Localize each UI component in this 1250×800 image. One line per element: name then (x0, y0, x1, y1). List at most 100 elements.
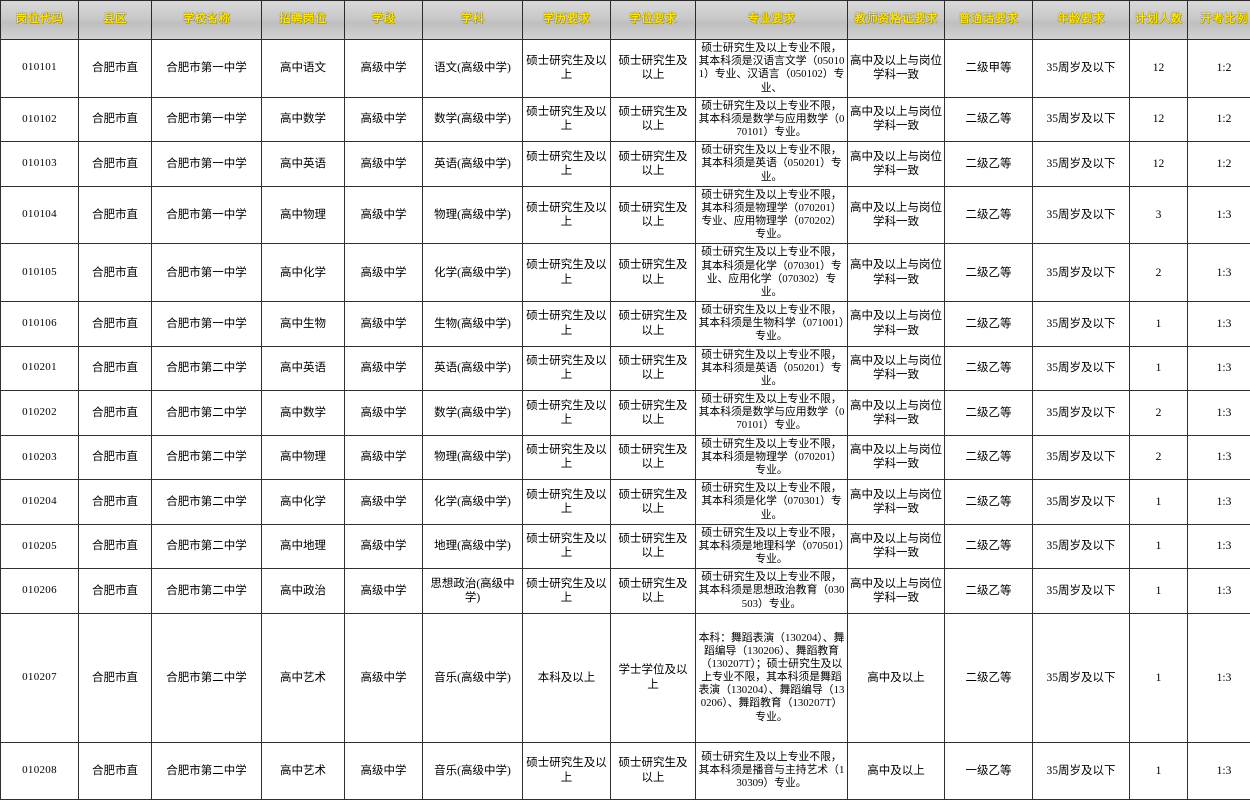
cell-subject: 化学(高级中学) (422, 479, 523, 525)
cell-position-code: 010202 (0, 390, 79, 436)
cell-district: 合肥市直 (78, 612, 152, 743)
table-row[interactable]: 010102 合肥市直 合肥市第一中学 高中数学 高级中学 数学(高级中学) 硕士研究生及以… (0, 96, 1250, 143)
cell-education-requirement: 硕士研究生及以上 (522, 345, 611, 392)
column-header-position-code[interactable]: 岗位代码 (0, 0, 79, 40)
cell-position-code: 010205 (0, 523, 79, 570)
cell-certificate-requirement: 高中及以上与岗位学科一致 (847, 434, 945, 481)
column-header-recruit-position[interactable]: 招聘岗位 (261, 0, 345, 40)
cell-certificate-requirement: 高中及以上与岗位学科一致 (847, 523, 945, 570)
cell-position-code: 010104 (0, 185, 79, 245)
cell-position-code: 010207 (0, 612, 79, 743)
column-header-teacher-certificate-requirement[interactable]: 教师资格证要求 (847, 0, 945, 40)
table-row[interactable]: 010201 合肥市直 合肥市第二中学 高中英语 高级中学 英语(高级中学) 硕士研究生及以… (0, 345, 1250, 392)
column-header-mandarin-requirement[interactable]: 普通话要求 (944, 0, 1033, 40)
cell-major-requirement: 硕士研究生及以上专业不限，其本科须是英语（050201）专业。 (695, 345, 848, 392)
column-header-subject[interactable]: 学科 (422, 0, 523, 40)
cell-school-stage: 高级中学 (344, 523, 423, 570)
cell-recruit-position: 高中英语 (261, 345, 345, 392)
column-header-school-name[interactable]: 学校名称 (151, 0, 262, 40)
table-row[interactable]: 010204 合肥市直 合肥市第二中学 高中化学 高级中学 化学(高级中学) 硕士研究生及以… (0, 479, 1250, 525)
cell-degree-requirement: 硕士研究生及以上 (610, 568, 696, 614)
cell-age-requirement: 35周岁及以下 (1032, 741, 1130, 800)
cell-recruit-position: 高中物理 (261, 434, 345, 481)
cell-certificate-requirement: 高中及以上与岗位学科一致 (847, 243, 945, 303)
cell-mandarin-requirement: 二级乙等 (944, 479, 1033, 525)
cell-recruit-position: 高中艺术 (261, 612, 345, 743)
cell-degree-requirement: 硕士研究生及以上 (610, 390, 696, 436)
cell-planned-count: 1 (1129, 479, 1188, 525)
cell-certificate-requirement: 高中及以上 (847, 612, 945, 743)
cell-education-requirement: 硕士研究生及以上 (522, 96, 611, 143)
cell-district: 合肥市直 (78, 523, 152, 570)
table-row[interactable]: 010105 合肥市直 合肥市第一中学 高中化学 高级中学 化学(高级中学) 硕士研究生及以… (0, 243, 1250, 303)
cell-school-name: 合肥市第二中学 (151, 612, 262, 743)
cell-planned-count: 1 (1129, 345, 1188, 392)
cell-district: 合肥市直 (78, 185, 152, 245)
cell-mandarin-requirement: 二级乙等 (944, 243, 1033, 303)
cell-age-requirement: 35周岁及以下 (1032, 185, 1130, 245)
cell-certificate-requirement: 高中及以上与岗位学科一致 (847, 568, 945, 614)
table-row[interactable]: 010208 合肥市直 合肥市第二中学 高中艺术 高级中学 音乐(高级中学) 硕士研究生及以… (0, 741, 1250, 800)
cell-school-name: 合肥市第二中学 (151, 345, 262, 392)
cell-certificate-requirement: 高中及以上 (847, 741, 945, 800)
cell-school-name: 合肥市第一中学 (151, 243, 262, 303)
cell-subject: 音乐(高级中学) (422, 612, 523, 743)
cell-mandarin-requirement: 二级乙等 (944, 96, 1033, 143)
column-header-district[interactable]: 县区 (78, 0, 152, 40)
cell-age-requirement: 35周岁及以下 (1032, 523, 1130, 570)
cell-school-name: 合肥市第二中学 (151, 434, 262, 481)
cell-subject: 英语(高级中学) (422, 345, 523, 392)
cell-school-name: 合肥市第一中学 (151, 301, 262, 347)
cell-planned-count: 1 (1129, 612, 1188, 743)
cell-exam-ratio: 1:3 (1187, 612, 1250, 743)
cell-planned-count: 2 (1129, 243, 1188, 303)
cell-school-stage: 高级中学 (344, 243, 423, 303)
column-header-major-requirement[interactable]: 专业要求 (695, 0, 848, 40)
cell-recruit-position: 高中地理 (261, 523, 345, 570)
cell-subject: 思想政治(高级中学) (422, 568, 523, 614)
table-row[interactable]: 010101 合肥市直 合肥市第一中学 高中语文 高级中学 语文(高级中学) 硕士研究生及以… (0, 39, 1250, 98)
table-row[interactable]: 010207 合肥市直 合肥市第二中学 高中艺术 高级中学 音乐(高级中学) 本科及以上 学士… (0, 612, 1250, 743)
cell-district: 合肥市直 (78, 39, 152, 98)
cell-school-name: 合肥市第一中学 (151, 96, 262, 143)
cell-mandarin-requirement: 二级乙等 (944, 523, 1033, 570)
cell-education-requirement: 硕士研究生及以上 (522, 434, 611, 481)
cell-major-requirement: 硕士研究生及以上专业不限，其本科须是英语（050201）专业。 (695, 141, 848, 187)
cell-school-name: 合肥市第一中学 (151, 185, 262, 245)
column-header-school-stage[interactable]: 学段 (344, 0, 423, 40)
cell-planned-count: 1 (1129, 523, 1188, 570)
cell-school-stage: 高级中学 (344, 345, 423, 392)
cell-school-stage: 高级中学 (344, 390, 423, 436)
cell-subject: 语文(高级中学) (422, 39, 523, 98)
cell-school-stage: 高级中学 (344, 568, 423, 614)
cell-exam-ratio: 1:3 (1187, 390, 1250, 436)
cell-school-name: 合肥市第一中学 (151, 39, 262, 98)
cell-subject: 物理(高级中学) (422, 185, 523, 245)
cell-district: 合肥市直 (78, 301, 152, 347)
cell-education-requirement: 硕士研究生及以上 (522, 301, 611, 347)
column-header-age-requirement[interactable]: 年龄要求 (1032, 0, 1130, 40)
table-row[interactable]: 010106 合肥市直 合肥市第一中学 高中生物 高级中学 生物(高级中学) 硕士研究生及以… (0, 301, 1250, 347)
column-header-degree-requirement[interactable]: 学位要求 (610, 0, 696, 40)
cell-position-code: 010102 (0, 96, 79, 143)
cell-district: 合肥市直 (78, 479, 152, 525)
cell-age-requirement: 35周岁及以下 (1032, 345, 1130, 392)
cell-major-requirement: 硕士研究生及以上专业不限，其本科须是化学（070301）专业、应用化学（0703… (695, 243, 848, 303)
cell-education-requirement: 硕士研究生及以上 (522, 185, 611, 245)
table-row[interactable]: 010104 合肥市直 合肥市第一中学 高中物理 高级中学 物理(高级中学) 硕士研究生及以… (0, 185, 1250, 245)
column-header-education-requirement[interactable]: 学历要求 (522, 0, 611, 40)
table-row[interactable]: 010206 合肥市直 合肥市第二中学 高中政治 高级中学 思想政治(高级中学) 硕士研究生… (0, 568, 1250, 614)
cell-position-code: 010201 (0, 345, 79, 392)
table-row[interactable]: 010203 合肥市直 合肥市第二中学 高中物理 高级中学 物理(高级中学) 硕士研究生及以… (0, 434, 1250, 481)
cell-degree-requirement: 硕士研究生及以上 (610, 185, 696, 245)
cell-district: 合肥市直 (78, 141, 152, 187)
cell-major-requirement: 硕士研究生及以上专业不限，其本科须是物理学（070201）专业、应用物理学（07… (695, 185, 848, 245)
column-header-exam-ratio[interactable]: 开考比例 (1187, 0, 1250, 40)
cell-major-requirement: 硕士研究生及以上专业不限，其本科须是物理学（070201）专业。 (695, 434, 848, 481)
cell-exam-ratio: 1:3 (1187, 243, 1250, 303)
column-header-planned-count[interactable]: 计划人数 (1129, 0, 1188, 40)
table-row[interactable]: 010103 合肥市直 合肥市第一中学 高中英语 高级中学 英语(高级中学) 硕士研究生及以… (0, 141, 1250, 187)
table-row[interactable]: 010205 合肥市直 合肥市第二中学 高中地理 高级中学 地理(高级中学) 硕士研究生及以… (0, 523, 1250, 570)
cell-position-code: 010206 (0, 568, 79, 614)
table-row[interactable]: 010202 合肥市直 合肥市第二中学 高中数学 高级中学 数学(高级中学) 硕士研究生及以… (0, 390, 1250, 436)
